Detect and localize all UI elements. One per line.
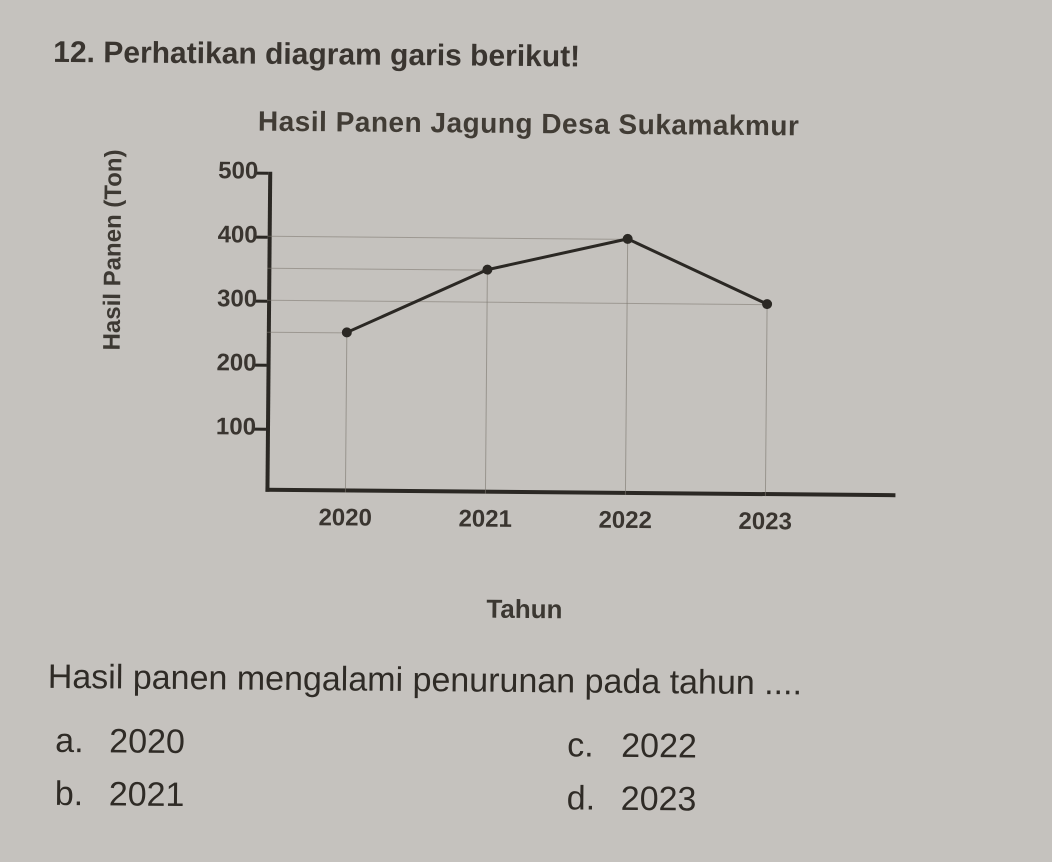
question-stem: Hasil panen mengalami penurunan pada tah… (48, 651, 1000, 712)
question-prompt: Perhatikan diagram garis berikut! (103, 36, 580, 73)
option-text: 2022 (621, 727, 697, 767)
y-axis-label: Hasil Panen (Ton) (99, 149, 129, 350)
line-chart: Hasil Panen (Ton) 100 200 300 400 500 20… (145, 161, 908, 548)
question-number: 12. (53, 36, 95, 69)
x-axis-title: Tahun (48, 590, 1000, 629)
option-b[interactable]: b. 2021 (55, 775, 487, 818)
answer-options: a. 2020 c. 2022 b. 2021 d. 2023 (47, 722, 1000, 822)
option-text: 2021 (109, 775, 185, 815)
option-d[interactable]: d. 2023 (567, 779, 999, 822)
y-tick-label: 100 (166, 413, 256, 442)
option-label: b. (55, 775, 89, 814)
y-tick-label: 500 (168, 157, 258, 186)
option-text: 2023 (621, 780, 697, 820)
x-tick-label: 2020 (305, 504, 385, 533)
y-tick-label: 300 (167, 285, 257, 314)
option-label: a. (55, 722, 89, 761)
x-tick-label: 2023 (725, 508, 805, 537)
line-series (342, 231, 773, 341)
plot-area: 100 200 300 400 500 2020 2021 2022 2023 (265, 172, 868, 497)
y-tick-label: 200 (166, 349, 256, 378)
question-number-line: 12. Perhatikan diagram garis berikut! (53, 36, 1005, 78)
option-text: 2020 (109, 722, 185, 762)
option-c[interactable]: c. 2022 (567, 726, 999, 769)
chart-title: Hasil Panen Jagung Desa Sukamakmur (53, 104, 1005, 144)
option-label: c. (567, 726, 601, 765)
option-label: d. (567, 779, 601, 818)
x-tick-label: 2021 (445, 505, 525, 534)
y-tick-label: 400 (168, 221, 258, 250)
option-a[interactable]: a. 2020 (55, 722, 487, 765)
x-tick-label: 2022 (585, 507, 665, 536)
